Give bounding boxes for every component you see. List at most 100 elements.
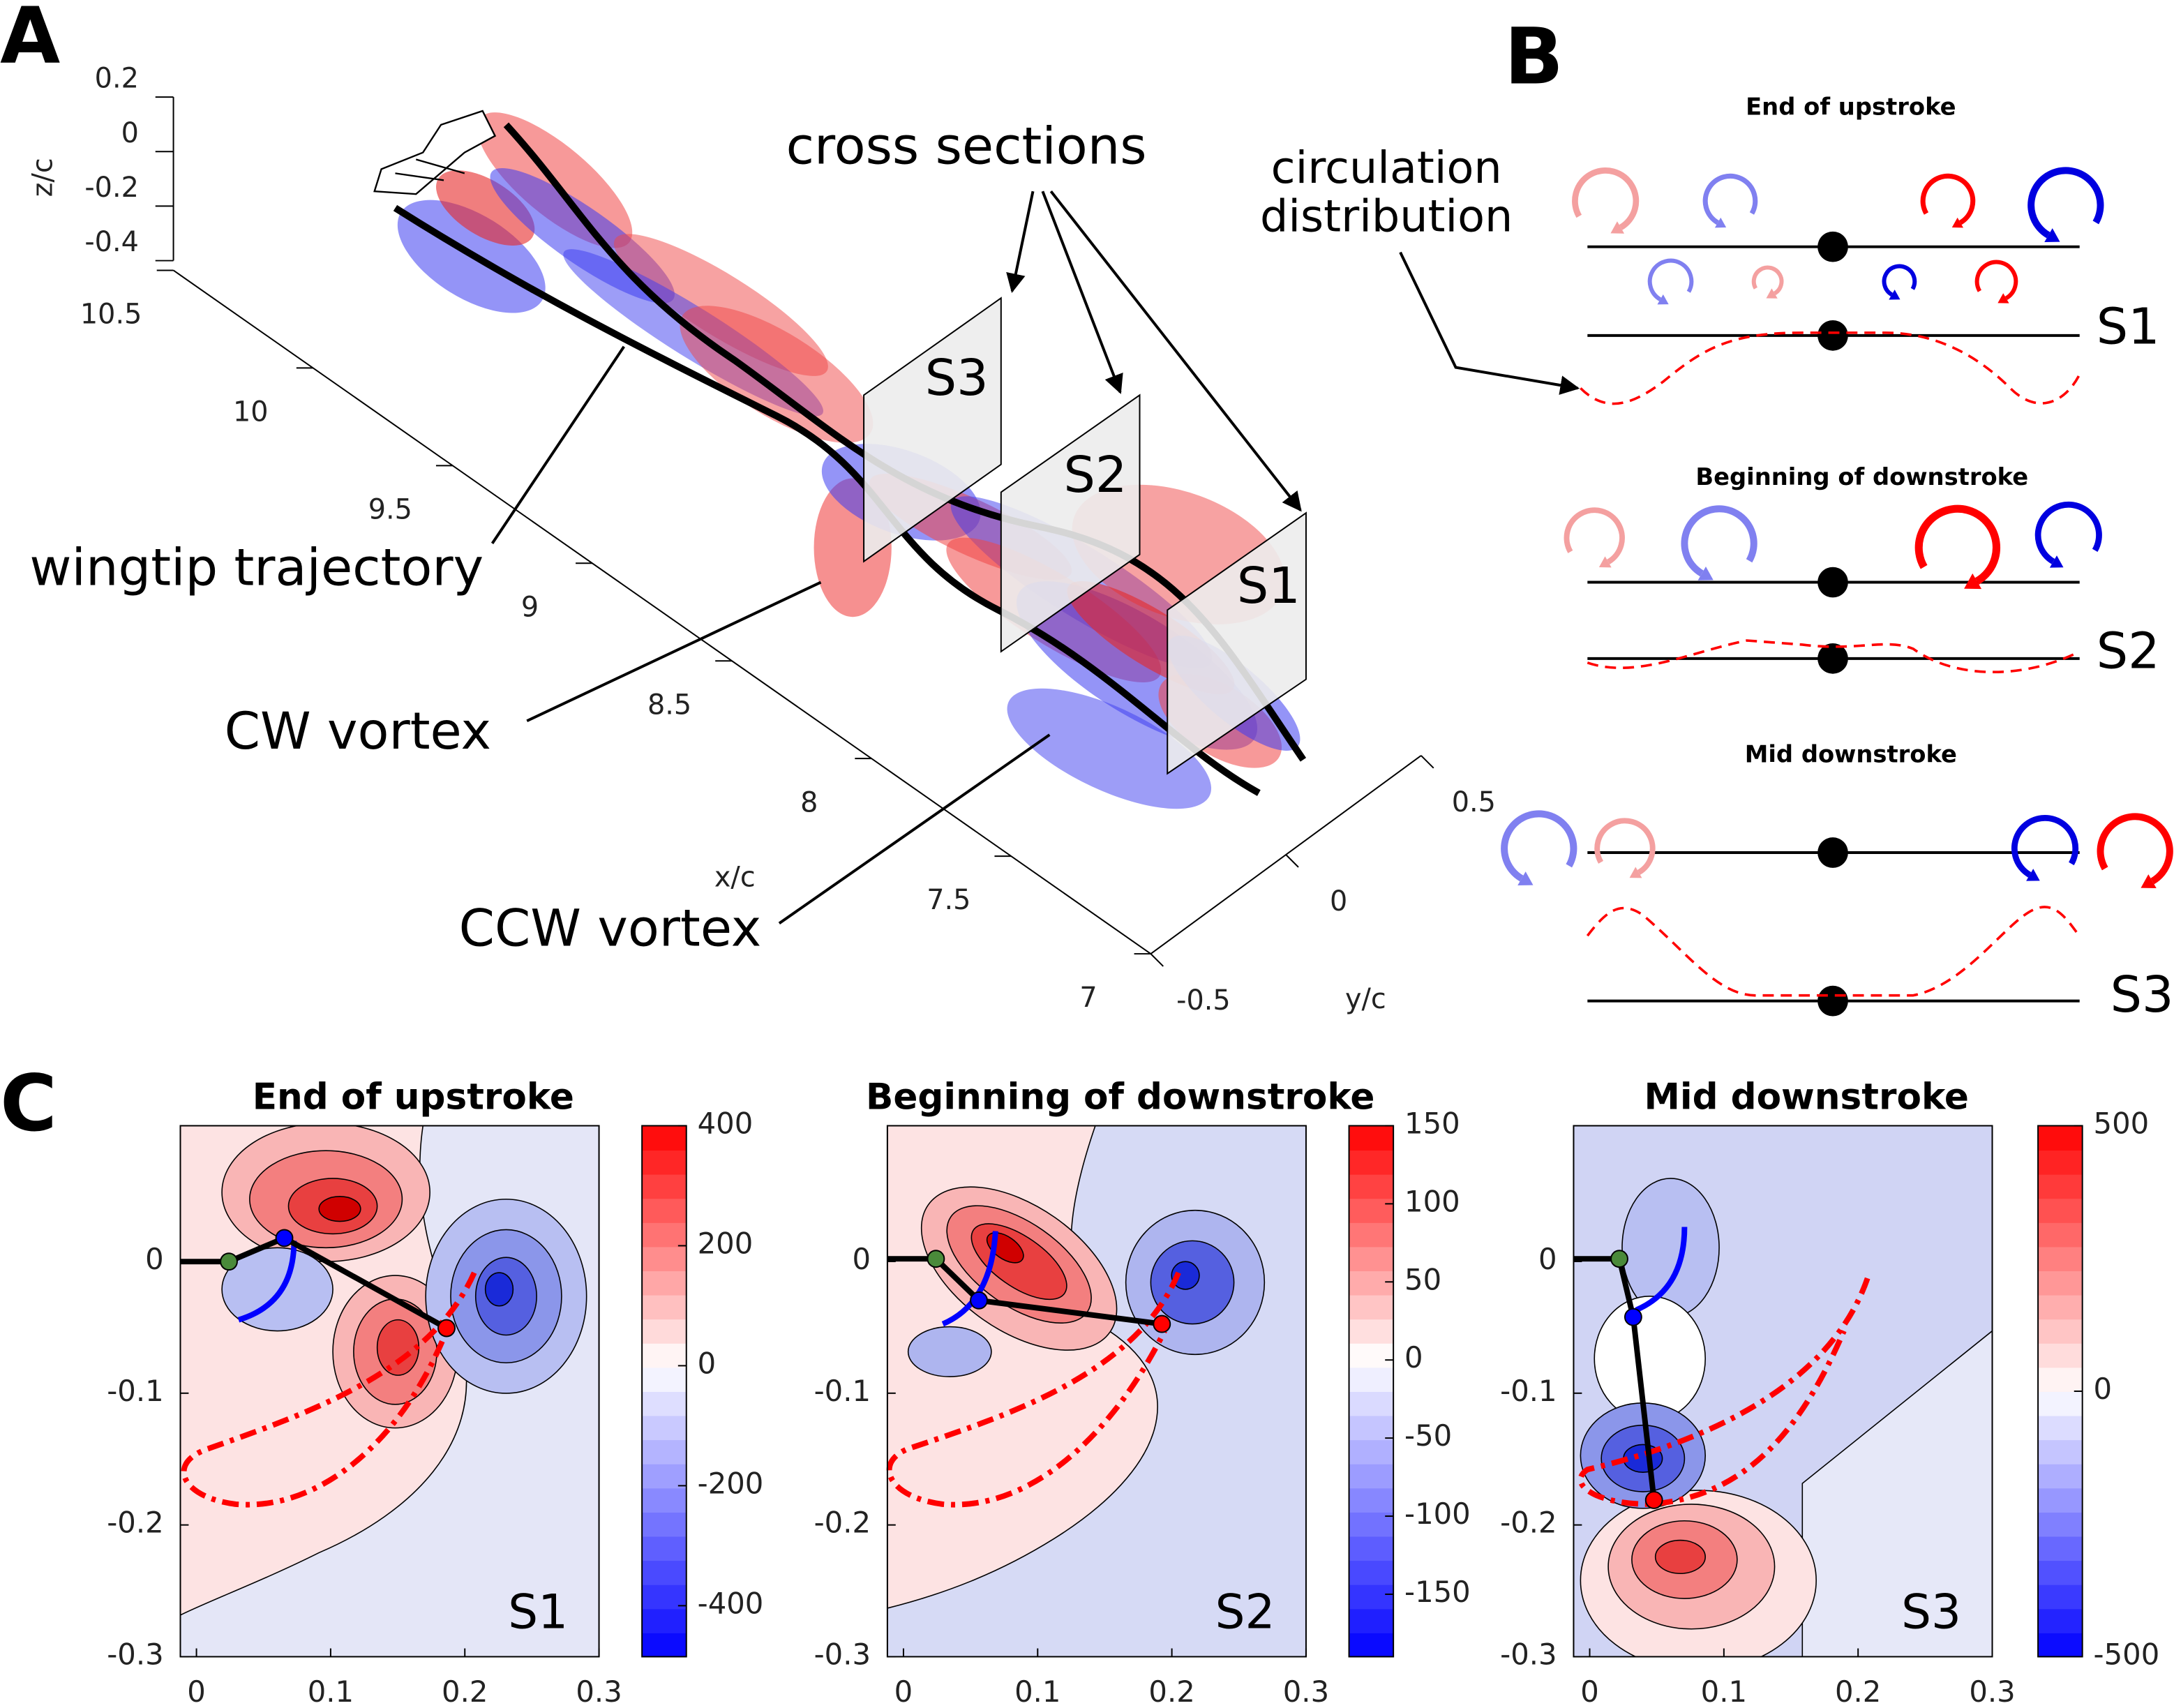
section-plane	[863, 297, 1002, 563]
colorbar-band	[642, 1246, 687, 1272]
vortex-arrowhead	[1714, 217, 1727, 228]
tick-label: -0.2	[107, 1506, 163, 1540]
panel-label: B	[1504, 13, 1564, 103]
vortex-arc	[1920, 173, 1976, 225]
tick-label: -0.3	[814, 1637, 871, 1671]
vortex-arrowhead	[2049, 555, 2064, 568]
tick-label: -0.3	[107, 1637, 163, 1671]
colorbar-band	[2038, 1632, 2083, 1658]
vortex-arrowhead	[2044, 228, 2060, 243]
tick-label: 0	[894, 1675, 913, 1708]
section-label: S2	[1063, 446, 1127, 504]
axes-frame	[1573, 1125, 1993, 1658]
colorbar-frame	[1348, 1125, 1395, 1658]
vortex-arc	[1882, 264, 1917, 297]
colorbar-band	[2038, 1198, 2083, 1223]
tick-label: 0.1	[308, 1675, 354, 1708]
colorbar-band	[1349, 1198, 1394, 1223]
vortex-arrowhead	[1598, 556, 1612, 568]
vortex-arc	[1501, 810, 1577, 882]
contours	[180, 1125, 599, 1657]
section-title: End of upstroke	[1746, 93, 1956, 120]
colorbar-band	[642, 1271, 687, 1296]
tick-label: 0.2	[95, 63, 139, 95]
section-label: S1	[2097, 297, 2160, 355]
annotation: circulation	[1271, 142, 1502, 193]
annotation-arrows	[490, 190, 1302, 924]
tick-label: -0.2	[84, 172, 139, 204]
tick-label: -0.1	[1500, 1374, 1557, 1408]
section-label: S3	[925, 349, 989, 407]
tick-label: -0.1	[107, 1374, 163, 1408]
colorbar-band	[2038, 1294, 2083, 1320]
colorbar-band	[1349, 1415, 1394, 1441]
colorbar-band	[2038, 1488, 2083, 1513]
vortex-arc	[1647, 258, 1694, 301]
colorbar-tick-label: 400	[698, 1106, 754, 1140]
section-lines	[1587, 245, 2080, 1003]
colorbar-tick-label: 50	[1404, 1262, 1441, 1296]
axes-frame	[886, 1125, 1307, 1658]
annotation: cross sections	[786, 117, 1147, 177]
section-label: S2	[2097, 622, 2160, 680]
vortex-arrowhead	[1766, 288, 1778, 299]
plot-title: Beginning of downstroke	[866, 1077, 1374, 1118]
colorbar-band	[1349, 1367, 1394, 1392]
colorbar-band	[2038, 1342, 2083, 1368]
vortex-arrowhead	[2141, 874, 2157, 888]
section-label: S3	[2111, 966, 2174, 1024]
panel-label: A	[0, 0, 60, 82]
tick-mark	[1285, 854, 1299, 868]
colorbar-band	[2038, 1511, 2083, 1537]
tick-label: 7	[1079, 982, 1097, 1014]
colorbar-band	[642, 1415, 687, 1441]
tick-label: 7.5	[927, 884, 970, 916]
tick-label: 0.5	[1452, 786, 1496, 818]
section-label: S1	[1237, 557, 1300, 615]
tick-label: 9.5	[368, 493, 412, 525]
tick-mark	[1420, 755, 1434, 769]
tick-label: 9	[521, 591, 539, 623]
tick-label: -0.3	[1500, 1637, 1557, 1671]
colorbar-band	[2038, 1271, 2083, 1296]
colorbar-band	[1349, 1632, 1394, 1658]
vortex-arc	[2027, 167, 2104, 239]
section-title: Mid downstroke	[1745, 740, 1957, 767]
colorbar-tick-label: 500	[2094, 1106, 2150, 1140]
axes-frame	[179, 1125, 600, 1658]
contours	[1573, 1125, 1993, 1657]
x-axis	[172, 269, 1151, 954]
colorbar-band	[2038, 1536, 2083, 1561]
colorbar-tick-label: -50	[1404, 1418, 1452, 1453]
wing-dots	[1817, 231, 1848, 1017]
colorbar-band	[1349, 1342, 1394, 1368]
vortex-arrowhead	[1697, 567, 1714, 580]
colorbar-band	[2038, 1439, 2083, 1464]
tick-label: 0.2	[1148, 1675, 1194, 1708]
colorbar-tick-label: 0	[698, 1346, 717, 1380]
annotation: CW vortex	[225, 702, 491, 761]
vortex-arc	[2097, 813, 2173, 885]
colorbar-band	[1349, 1222, 1394, 1248]
section-label: S1	[508, 1584, 568, 1639]
colorbar-band	[2038, 1391, 2083, 1416]
tick-label: 10	[233, 396, 269, 428]
colorbar-tick-label: 200	[698, 1226, 754, 1260]
colorbar-band	[1349, 1608, 1394, 1633]
wing-outline	[373, 110, 497, 195]
colorbar-band	[1349, 1294, 1394, 1320]
colorbar-tick-label: 0	[1404, 1340, 1423, 1374]
circulation-curves	[1580, 331, 2081, 997]
colorbar-band	[1349, 1319, 1394, 1344]
tick-label: 0.3	[576, 1675, 622, 1708]
colorbar-band	[1349, 1271, 1394, 1296]
vortex-arc	[1572, 167, 1640, 230]
section-label: S3	[1901, 1584, 1961, 1639]
colorbar-band	[2038, 1608, 2083, 1633]
colorbar-band	[1349, 1488, 1394, 1513]
wing-section	[886, 1231, 1181, 1508]
colorbar-band	[642, 1174, 687, 1199]
vortex-arrowhead	[1657, 294, 1669, 305]
colorbar-tick-label: -200	[698, 1466, 764, 1500]
tick-label: 0.2	[1835, 1675, 1881, 1708]
